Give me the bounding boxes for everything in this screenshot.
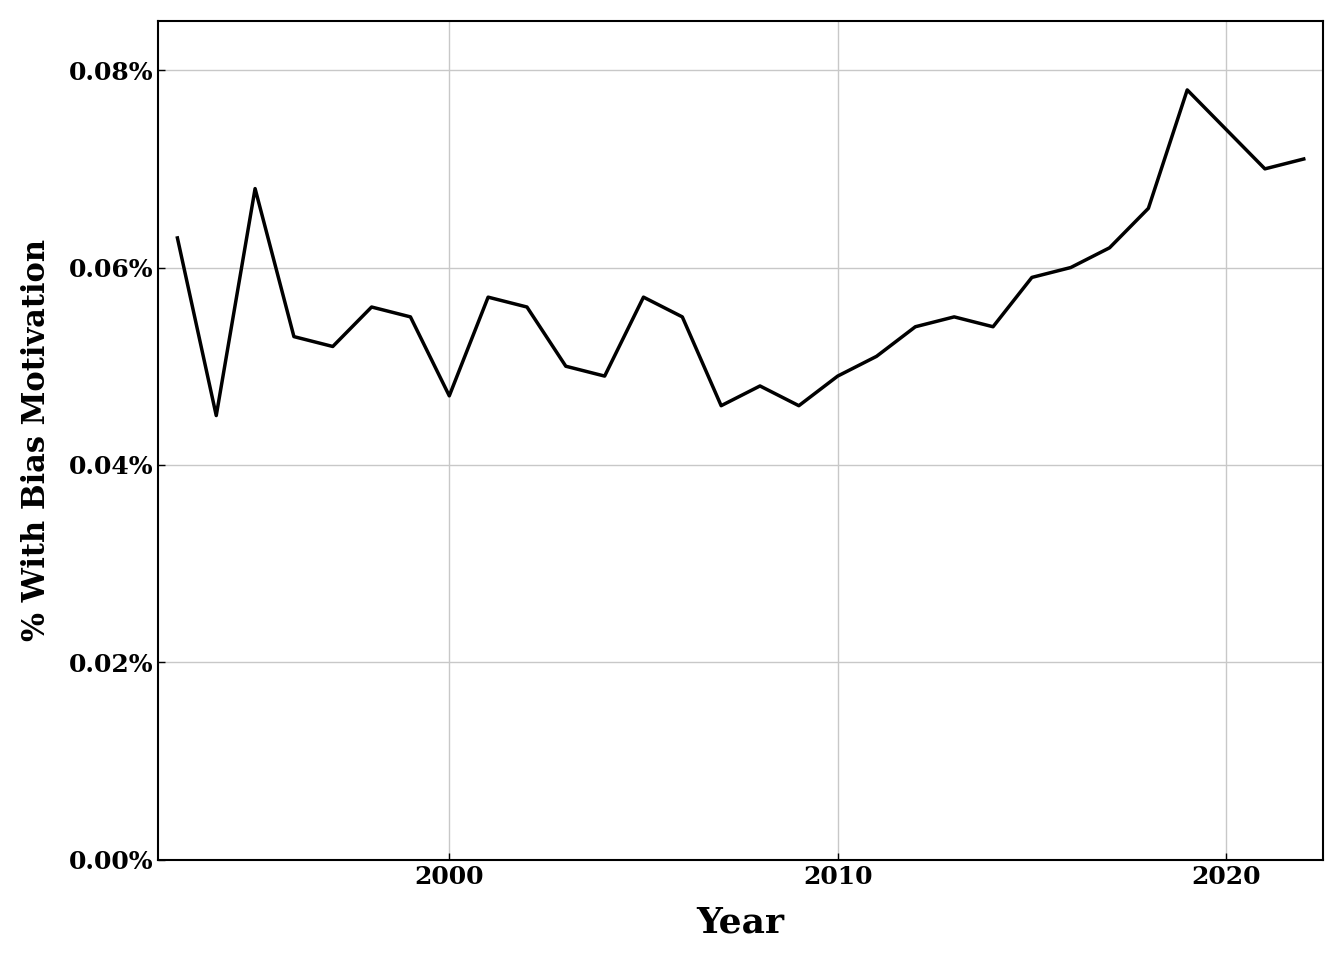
Y-axis label: % With Bias Motivation: % With Bias Motivation bbox=[22, 239, 52, 641]
X-axis label: Year: Year bbox=[696, 905, 785, 939]
